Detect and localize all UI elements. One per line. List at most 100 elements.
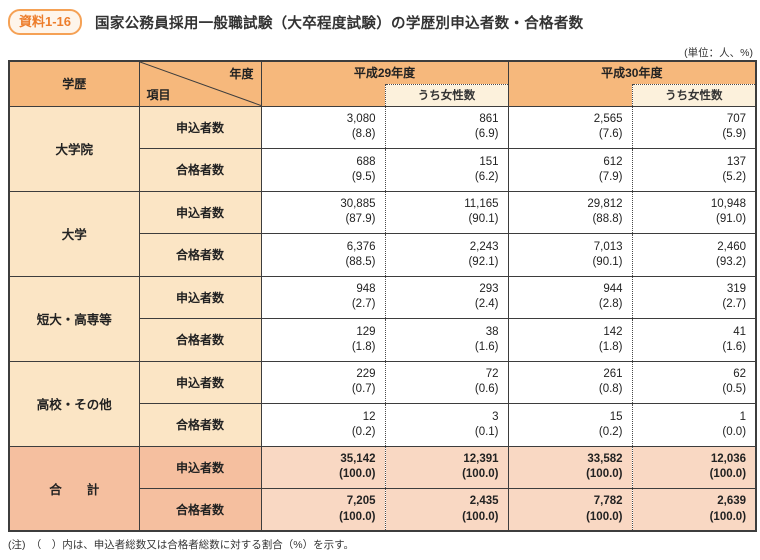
value-count: 3 (492, 410, 499, 423)
data-cell: 72 (0.6) (384, 360, 509, 404)
value-count: 30,885 (340, 198, 376, 211)
data-cell: 319 (2.7) (631, 275, 757, 319)
diagonal-line (140, 62, 261, 106)
value-count: 1 (739, 410, 747, 423)
data-cell: 30,885 (87.9) (260, 190, 386, 234)
value-count: 62 (733, 368, 747, 381)
value-count: 7,205 (346, 495, 376, 508)
data-cell: 142 (1.8) (507, 318, 633, 362)
row-label-passers: 合格者数 (138, 233, 262, 277)
data-cell: 12,391 (100.0) (384, 445, 509, 489)
row-label-passers: 合格者数 (138, 403, 262, 447)
row-label-applicants: 申込者数 (138, 190, 262, 234)
value-percent: (6.9) (474, 128, 499, 141)
value-count: 612 (603, 155, 623, 168)
value-count: 6,376 (346, 240, 376, 253)
value-count: 41 (733, 325, 747, 338)
category-cell-total: 合 計 (8, 445, 140, 532)
data-cell: 33,582 (100.0) (507, 445, 633, 489)
value-count: 7,782 (593, 495, 623, 508)
value-count: 229 (356, 368, 376, 381)
value-percent: (87.9) (345, 213, 376, 226)
category-cell-highschool: 高校・その他 (8, 360, 140, 447)
value-count: 33,582 (587, 453, 623, 466)
value-count: 261 (603, 368, 623, 381)
value-percent: (6.2) (474, 170, 499, 183)
data-cell: 6,376 (88.5) (260, 233, 386, 277)
value-percent: (88.5) (345, 255, 376, 268)
table-row-total: 合 計 申込者数 35,142 (100.0) 12,391 (100.0) 33,… (8, 445, 757, 532)
value-percent: (100.0) (709, 510, 747, 523)
value-percent: (0.1) (474, 425, 499, 438)
data-cell: 293 (2.4) (384, 275, 509, 319)
data-cell: 151 (6.2) (384, 148, 509, 192)
data-cell: 29,812 (88.8) (507, 190, 633, 234)
value-percent: (5.2) (722, 170, 747, 183)
table-row-total: 合格者数 7,205 (100.0) 2,435 (100.0) 7,782 (100… (9, 488, 757, 532)
table-row: 短大・高専等 申込者数 948 (2.7) 293 (2.4) 944 (2.8) 3… (8, 275, 757, 362)
value-count: 29,812 (587, 198, 623, 211)
data-cell: 612 (7.9) (507, 148, 633, 192)
value-percent: (90.1) (468, 213, 499, 226)
corner-item-label: 項目 (146, 87, 171, 102)
value-percent: (1.8) (598, 340, 623, 353)
row-label-applicants: 申込者数 (138, 275, 262, 319)
value-percent: (7.9) (598, 170, 623, 183)
data-cell: 41 (1.6) (631, 318, 757, 362)
header-row-years: 学歴 年度 項目 平成29年度 平成30年度 (8, 60, 757, 107)
value-percent: (100.0) (709, 468, 747, 481)
value-count: 688 (356, 155, 376, 168)
value-percent: (0.2) (351, 425, 376, 438)
value-count: 10,948 (710, 198, 747, 211)
value-percent: (2.7) (351, 298, 376, 311)
data-cell: 1 (0.0) (631, 403, 757, 447)
data-cell: 137 (5.2) (631, 148, 757, 192)
data-cell: 688 (9.5) (260, 148, 386, 192)
row-label-passers: 合格者数 (138, 488, 262, 532)
value-percent: (92.1) (468, 255, 499, 268)
data-cell: 2,565 (7.6) (507, 105, 633, 149)
corner-year-label: 年度 (229, 67, 254, 81)
table-row: 大学院 申込者数 3,080 (8.8) 861 (6.9) 2,565 (7.6) … (8, 105, 757, 192)
data-cell: 707 (5.9) (631, 105, 757, 149)
value-count: 944 (603, 283, 623, 296)
data-cell: 948 (2.7) (260, 275, 386, 319)
value-count: 2,435 (469, 495, 499, 508)
value-percent: (7.6) (598, 128, 623, 141)
value-percent: (100.0) (339, 468, 376, 481)
value-count: 15 (609, 410, 623, 423)
row-label-applicants: 申込者数 (138, 360, 262, 404)
value-count: 319 (726, 283, 747, 296)
data-cell: 7,013 (90.1) (507, 233, 633, 277)
row-label-applicants: 申込者数 (138, 105, 262, 149)
value-percent: (100.0) (586, 510, 623, 523)
header-spacer-cell (507, 84, 633, 107)
data-cell: 62 (0.5) (631, 360, 757, 404)
data-cell: 2,435 (100.0) (384, 488, 509, 532)
data-cell: 261 (0.8) (507, 360, 633, 404)
subheader-women-h29: うち女性数 (384, 83, 509, 107)
value-percent: (1.6) (722, 340, 747, 353)
row-label-applicants: 申込者数 (138, 445, 262, 489)
category-cell-university: 大学 (8, 190, 140, 277)
value-percent: (2.7) (722, 298, 747, 311)
value-percent: (88.8) (592, 213, 623, 226)
data-cell: 11,165 (90.1) (384, 190, 509, 234)
value-percent: (1.8) (351, 340, 376, 353)
footnote: (注) （ ）内は、申込者総数又は合格者総数に対する割合（%）を示す。 (8, 539, 355, 551)
value-percent: (8.8) (351, 128, 376, 141)
value-percent: (100.0) (462, 468, 499, 481)
value-percent: (1.6) (474, 340, 499, 353)
data-cell: 2,639 (100.0) (631, 488, 757, 532)
table-row: 大学 申込者数 30,885 (87.9) 11,165 (90.1) 29,812… (8, 190, 757, 277)
data-cell: 12 (0.2) (260, 403, 386, 447)
value-percent: (2.8) (598, 298, 623, 311)
data-cell: 129 (1.8) (260, 318, 386, 362)
value-count: 151 (479, 155, 499, 168)
value-count: 2,565 (593, 113, 623, 126)
year-header-h29: 平成29年度 (260, 60, 509, 84)
value-count: 12 (362, 410, 376, 423)
category-cell-graduate: 大学院 (8, 105, 140, 192)
value-percent: (93.2) (715, 255, 747, 268)
value-count: 3,080 (346, 113, 376, 126)
